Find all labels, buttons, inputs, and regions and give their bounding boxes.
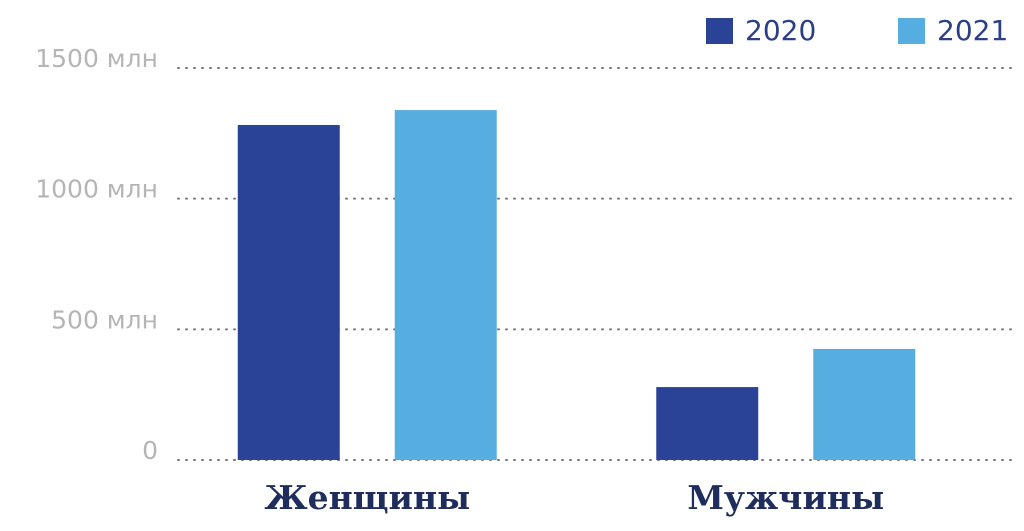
legend-swatch [706, 18, 733, 44]
bar [656, 387, 759, 460]
x-tick-label: Женщины [264, 478, 470, 517]
legend-label: 2020 [745, 14, 816, 47]
y-tick-label: 0 [142, 436, 158, 465]
y-tick-label: 1000 млн [35, 175, 158, 204]
x-tick-label: Мужчины [687, 478, 884, 517]
y-tick-label: 500 млн [51, 305, 158, 334]
bar [237, 124, 340, 460]
y-tick-label: 1500 млн [35, 44, 158, 73]
legend-swatch [898, 18, 925, 44]
bar [813, 348, 916, 460]
legend-label: 2021 [937, 14, 1008, 47]
bar [394, 110, 497, 460]
